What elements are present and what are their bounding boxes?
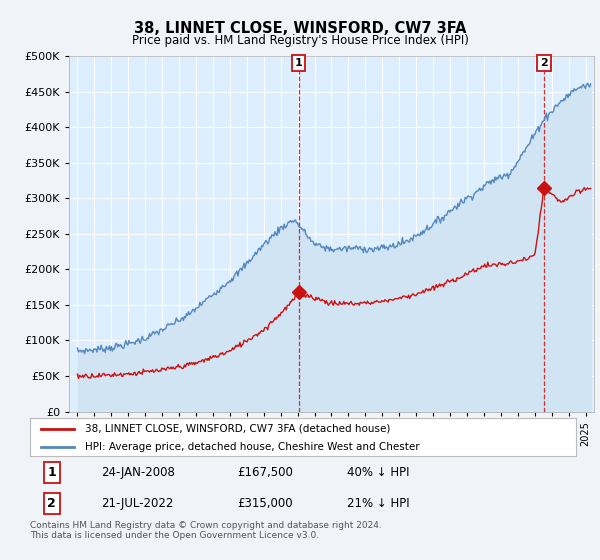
Text: 21-JUL-2022: 21-JUL-2022 bbox=[101, 497, 173, 510]
Text: 1: 1 bbox=[295, 58, 302, 68]
Text: 40% ↓ HPI: 40% ↓ HPI bbox=[347, 466, 409, 479]
Text: 38, LINNET CLOSE, WINSFORD, CW7 3FA: 38, LINNET CLOSE, WINSFORD, CW7 3FA bbox=[134, 21, 466, 36]
Text: 2: 2 bbox=[47, 497, 56, 510]
Text: £315,000: £315,000 bbox=[238, 497, 293, 510]
Text: 21% ↓ HPI: 21% ↓ HPI bbox=[347, 497, 409, 510]
Text: 38, LINNET CLOSE, WINSFORD, CW7 3FA (detached house): 38, LINNET CLOSE, WINSFORD, CW7 3FA (det… bbox=[85, 424, 390, 434]
Text: HPI: Average price, detached house, Cheshire West and Chester: HPI: Average price, detached house, Ches… bbox=[85, 442, 419, 452]
Text: £167,500: £167,500 bbox=[238, 466, 293, 479]
Text: Price paid vs. HM Land Registry's House Price Index (HPI): Price paid vs. HM Land Registry's House … bbox=[131, 34, 469, 46]
Text: 24-JAN-2008: 24-JAN-2008 bbox=[101, 466, 175, 479]
Text: 2: 2 bbox=[540, 58, 548, 68]
Text: 1: 1 bbox=[47, 466, 56, 479]
Text: Contains HM Land Registry data © Crown copyright and database right 2024.
This d: Contains HM Land Registry data © Crown c… bbox=[30, 521, 382, 540]
